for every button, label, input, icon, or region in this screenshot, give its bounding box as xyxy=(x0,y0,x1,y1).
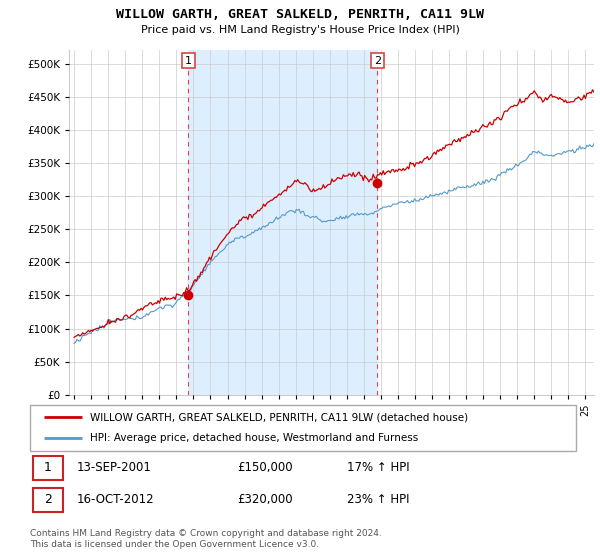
Text: WILLOW GARTH, GREAT SALKELD, PENRITH, CA11 9LW: WILLOW GARTH, GREAT SALKELD, PENRITH, CA… xyxy=(116,8,484,21)
Text: 16-OCT-2012: 16-OCT-2012 xyxy=(76,493,154,506)
FancyBboxPatch shape xyxy=(30,405,576,451)
FancyBboxPatch shape xyxy=(33,488,63,512)
Text: 23% ↑ HPI: 23% ↑ HPI xyxy=(347,493,409,506)
Text: HPI: Average price, detached house, Westmorland and Furness: HPI: Average price, detached house, West… xyxy=(90,433,418,444)
Text: 2: 2 xyxy=(44,493,52,506)
FancyBboxPatch shape xyxy=(33,455,63,480)
Text: 2: 2 xyxy=(374,55,381,66)
Text: 17% ↑ HPI: 17% ↑ HPI xyxy=(347,461,409,474)
Text: 13-SEP-2001: 13-SEP-2001 xyxy=(76,461,151,474)
Text: WILLOW GARTH, GREAT SALKELD, PENRITH, CA11 9LW (detached house): WILLOW GARTH, GREAT SALKELD, PENRITH, CA… xyxy=(90,412,468,422)
Text: Price paid vs. HM Land Registry's House Price Index (HPI): Price paid vs. HM Land Registry's House … xyxy=(140,25,460,35)
Text: 1: 1 xyxy=(185,55,192,66)
Text: £320,000: £320,000 xyxy=(238,493,293,506)
Text: £150,000: £150,000 xyxy=(238,461,293,474)
Text: Contains HM Land Registry data © Crown copyright and database right 2024.
This d: Contains HM Land Registry data © Crown c… xyxy=(30,529,382,549)
Text: 1: 1 xyxy=(44,461,52,474)
Bar xyxy=(188,50,377,395)
